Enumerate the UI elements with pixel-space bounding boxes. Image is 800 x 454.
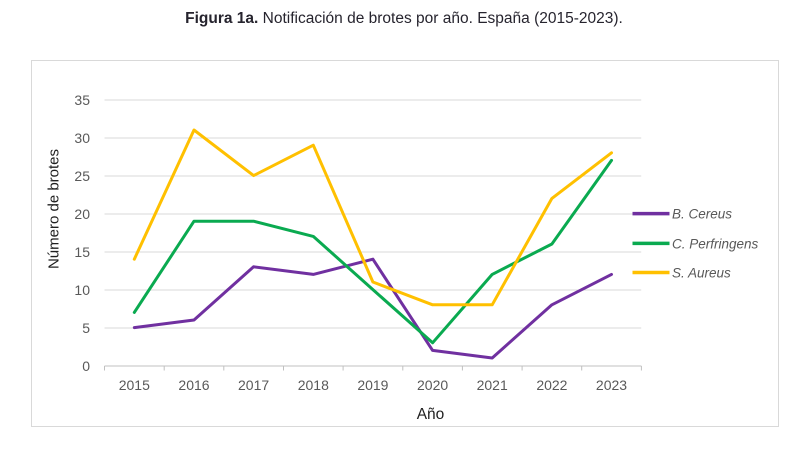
svg-text:2016: 2016 bbox=[178, 377, 209, 393]
svg-text:2020: 2020 bbox=[417, 377, 448, 393]
svg-text:20: 20 bbox=[74, 206, 90, 222]
svg-text:25: 25 bbox=[74, 168, 90, 184]
svg-text:5: 5 bbox=[82, 320, 90, 336]
svg-text:2022: 2022 bbox=[536, 377, 567, 393]
svg-text:B. Cereus: B. Cereus bbox=[672, 207, 732, 222]
svg-text:2017: 2017 bbox=[238, 377, 269, 393]
svg-text:35: 35 bbox=[74, 92, 90, 108]
svg-text:2019: 2019 bbox=[357, 377, 388, 393]
svg-text:C. Perfringens: C. Perfringens bbox=[672, 236, 759, 251]
svg-text:2023: 2023 bbox=[596, 377, 627, 393]
svg-text:Año: Año bbox=[417, 406, 445, 423]
svg-text:0: 0 bbox=[82, 358, 90, 374]
svg-text:2015: 2015 bbox=[119, 377, 150, 393]
svg-text:30: 30 bbox=[74, 130, 90, 146]
svg-text:Número de brotes: Número de brotes bbox=[46, 149, 63, 269]
svg-text:2018: 2018 bbox=[298, 377, 329, 393]
svg-text:15: 15 bbox=[74, 244, 90, 260]
svg-text:10: 10 bbox=[74, 282, 90, 298]
svg-text:2021: 2021 bbox=[477, 377, 508, 393]
svg-text:S. Aureus: S. Aureus bbox=[672, 265, 731, 280]
